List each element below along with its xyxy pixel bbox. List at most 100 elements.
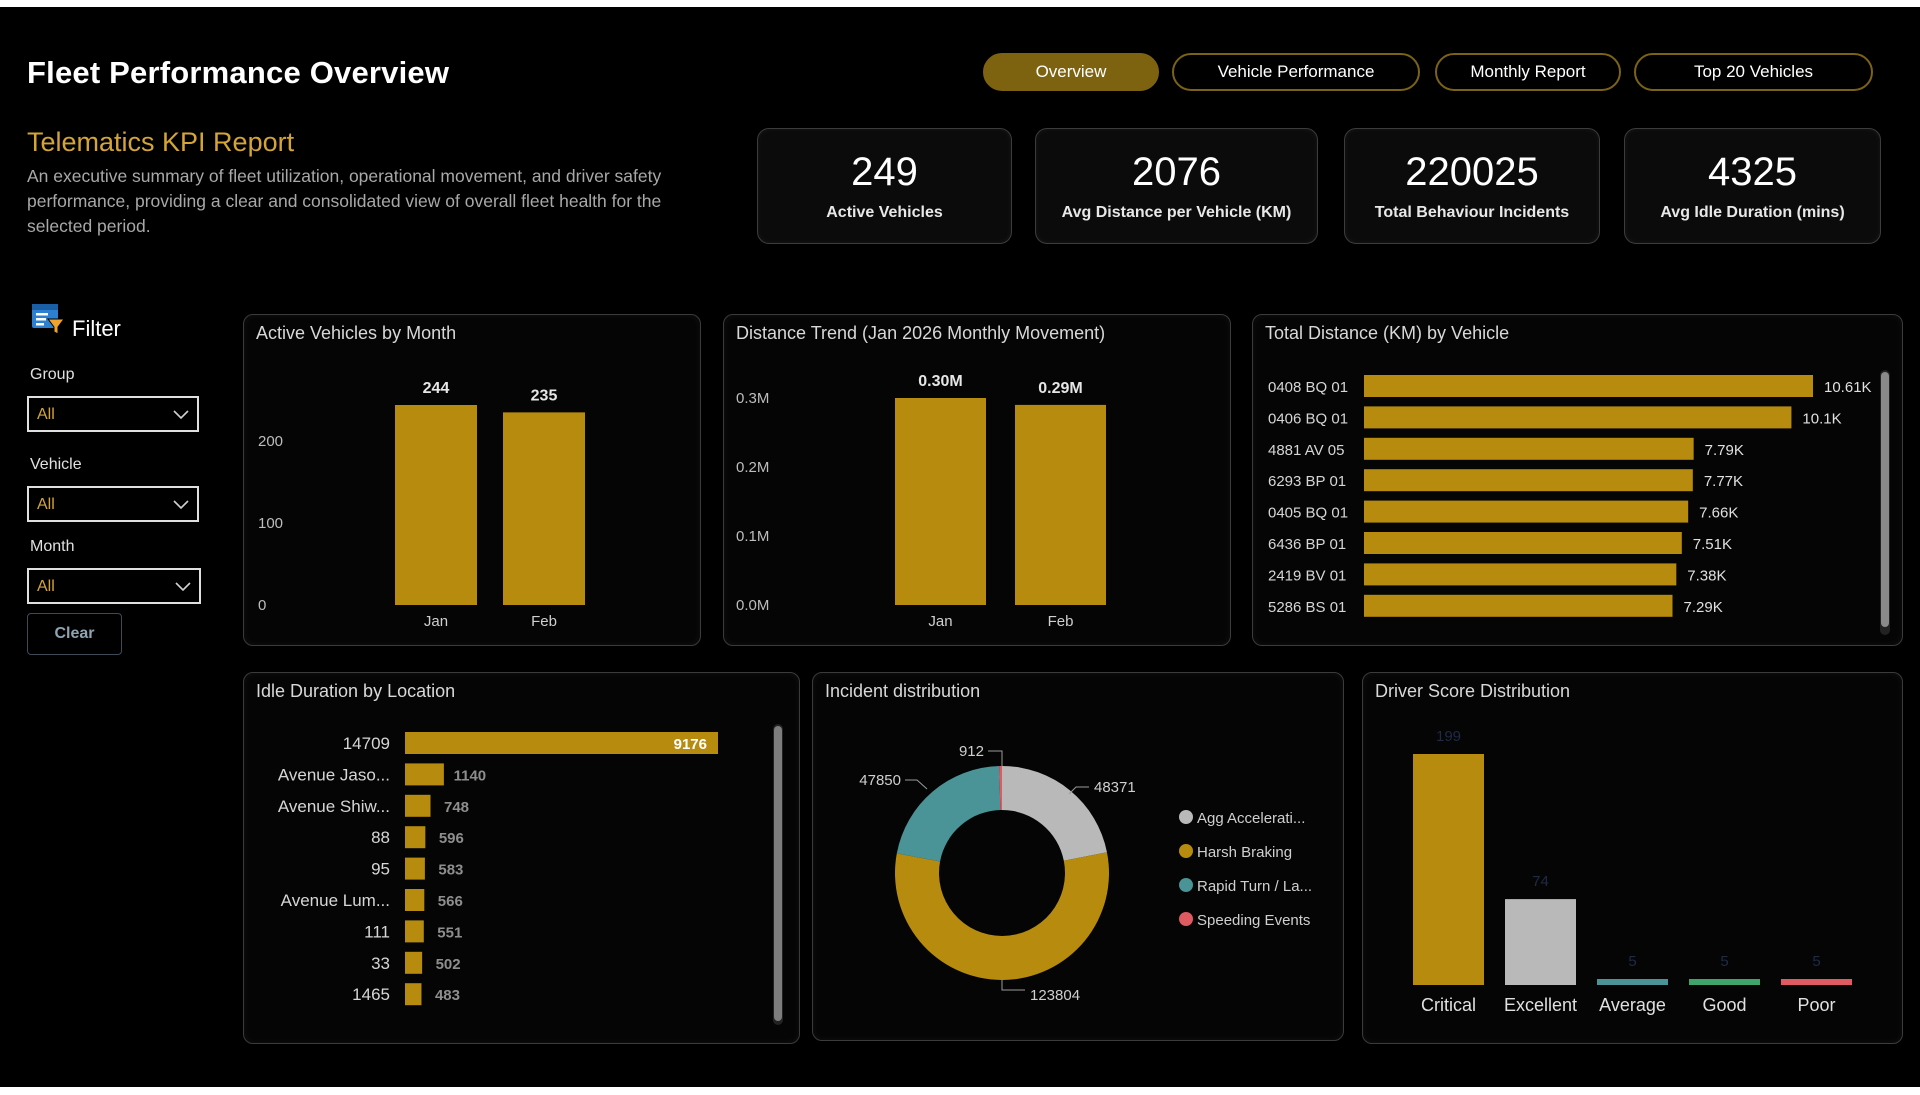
filter-vehicle-label: Vehicle <box>30 456 82 473</box>
clear-filters-button[interactable]: Clear <box>27 613 122 655</box>
month-dropdown[interactable]: All <box>27 568 201 604</box>
tab-vehicle-performance[interactable]: Vehicle Performance <box>1172 53 1420 91</box>
data-label: 9176 <box>674 736 707 753</box>
distance-by-vehicle-panel: Total Distance (KM) by Vehicle 0408 BQ 0… <box>1252 314 1903 646</box>
incident-distribution-chart: 48371 123804 47850 912 Agg Accelerati... Hars… <box>859 743 1312 1004</box>
category-label: 33 <box>371 954 390 973</box>
chevron-down-icon <box>175 582 191 592</box>
active-vehicles-chart: 0 100 200 244 Jan 235 Feb <box>258 380 585 630</box>
data-label: 596 <box>439 830 464 847</box>
scrollbar-track[interactable] <box>1880 370 1890 635</box>
bar <box>405 794 431 817</box>
kpi-avg-idle: 4325 Avg Idle Duration (mins) <box>1624 128 1881 244</box>
bar <box>405 826 426 849</box>
data-label: 235 <box>531 387 558 404</box>
active-vehicles-panel: Active Vehicles by Month 0 100 200 244 Jan 23… <box>243 314 701 646</box>
data-label: 10.1K <box>1802 410 1841 427</box>
data-label: 502 <box>436 956 461 973</box>
category-label: Avenue Lum... <box>281 891 390 910</box>
month-dropdown-value: All <box>37 578 55 595</box>
scrollbar-thumb[interactable] <box>774 726 782 1021</box>
distance-by-vehicle-chart: 0408 BQ 01 10.61K 0406 BQ 01 10.1K 4881 AV 0… <box>1268 375 1872 617</box>
tab-overview[interactable]: Overview <box>983 53 1159 91</box>
kpi-value: 2076 <box>1132 150 1221 194</box>
data-label: 5 <box>1720 953 1728 970</box>
bar <box>1364 406 1792 429</box>
scrollbar-thumb[interactable] <box>1881 372 1889 627</box>
bar <box>1689 979 1760 985</box>
category-label: 0406 BQ 01 <box>1268 410 1348 427</box>
bar <box>1413 754 1484 985</box>
vehicle-dropdown-value: All <box>37 496 55 513</box>
x-tick-label: Jan <box>928 613 952 630</box>
report-subtitle: Telematics KPI Report <box>27 127 295 157</box>
data-label: 7.77K <box>1704 473 1743 490</box>
dashboard-canvas: Fleet Performance Overview Overview Vehi… <box>0 7 1920 1087</box>
group-dropdown[interactable]: All <box>27 396 199 432</box>
legend-label: Speeding Events <box>1197 912 1310 929</box>
y-tick-label: 200 <box>258 433 283 450</box>
bar <box>405 732 718 754</box>
scrollbar-track[interactable] <box>773 724 783 1025</box>
legend-marker <box>1179 844 1193 858</box>
vehicle-dropdown[interactable]: All <box>27 486 199 522</box>
category-label: 6293 BP 01 <box>1268 473 1346 490</box>
bar <box>1364 469 1693 492</box>
kpi-label: Avg Idle Duration (mins) <box>1660 204 1845 221</box>
y-tick-label: 0 <box>258 597 266 614</box>
data-label: 7.38K <box>1687 567 1726 584</box>
incident-distribution-panel: Incident distribution 48371 123804 47850 91… <box>812 672 1344 1041</box>
category-label: 95 <box>371 860 390 879</box>
slice-value-label: 48371 <box>1094 779 1136 796</box>
data-label: 7.79K <box>1705 442 1744 459</box>
category-label: 4881 AV 05 <box>1268 442 1344 459</box>
y-tick-label: 0.3M <box>736 390 769 407</box>
data-label: 7.29K <box>1684 599 1723 616</box>
x-tick-label: Critical <box>1421 995 1476 1015</box>
slice-value-label: 912 <box>959 743 984 760</box>
data-label: 5 <box>1628 953 1636 970</box>
bar <box>1505 899 1576 985</box>
data-label: 566 <box>438 893 463 910</box>
x-tick-label: Poor <box>1797 995 1835 1015</box>
data-label: 10.61K <box>1824 379 1872 396</box>
category-label: 5286 BS 01 <box>1268 599 1346 616</box>
group-dropdown-value: All <box>37 406 55 423</box>
data-label: 244 <box>423 380 450 397</box>
chevron-down-icon <box>173 410 189 420</box>
y-tick-label: 100 <box>258 515 283 532</box>
category-label: Avenue Shiw... <box>278 797 390 816</box>
kpi-total-incidents: 220025 Total Behaviour Incidents <box>1344 128 1600 244</box>
donut-slice <box>895 852 1109 980</box>
slice-value-label: 47850 <box>859 772 901 789</box>
leader-line <box>988 750 1003 766</box>
data-label: 74 <box>1532 873 1549 890</box>
distance-trend-chart: 0.0M 0.1M 0.2M 0.3M 0.30M Jan 0.29M Feb <box>736 373 1106 630</box>
slice-value-label: 123804 <box>1030 987 1080 1004</box>
idle-duration-chart: 14709 9176 Avenue Jaso... 1140 Avenue Shiw..… <box>278 732 718 1006</box>
tab-monthly-report[interactable]: Monthly Report <box>1435 53 1621 91</box>
category-label: 1465 <box>352 985 390 1004</box>
x-tick-label: Average <box>1599 995 1666 1015</box>
bar <box>405 889 425 911</box>
bar <box>1781 979 1852 985</box>
chevron-down-icon <box>173 500 189 510</box>
kpi-avg-distance: 2076 Avg Distance per Vehicle (KM) <box>1035 128 1318 244</box>
distance-trend-panel: Distance Trend (Jan 2026 Monthly Movemen… <box>723 314 1231 646</box>
category-label: 6436 BP 01 <box>1268 536 1346 553</box>
data-label: 7.66K <box>1699 505 1738 522</box>
data-label: 551 <box>437 924 462 941</box>
category-label: 88 <box>371 828 390 847</box>
x-tick-label: Feb <box>531 613 557 630</box>
leader-line <box>905 779 928 790</box>
page-title: Fleet Performance Overview <box>27 55 450 90</box>
tab-top-20-vehicles[interactable]: Top 20 Vehicles <box>1634 53 1873 91</box>
bar <box>405 920 424 943</box>
bar <box>503 412 585 605</box>
kpi-value: 4325 <box>1708 150 1797 194</box>
x-tick-label: Excellent <box>1504 995 1577 1015</box>
donut-slice <box>999 766 1002 811</box>
x-tick-label: Jan <box>424 613 448 630</box>
data-label: 7.51K <box>1693 536 1732 553</box>
filter-group-label: Group <box>30 366 75 383</box>
